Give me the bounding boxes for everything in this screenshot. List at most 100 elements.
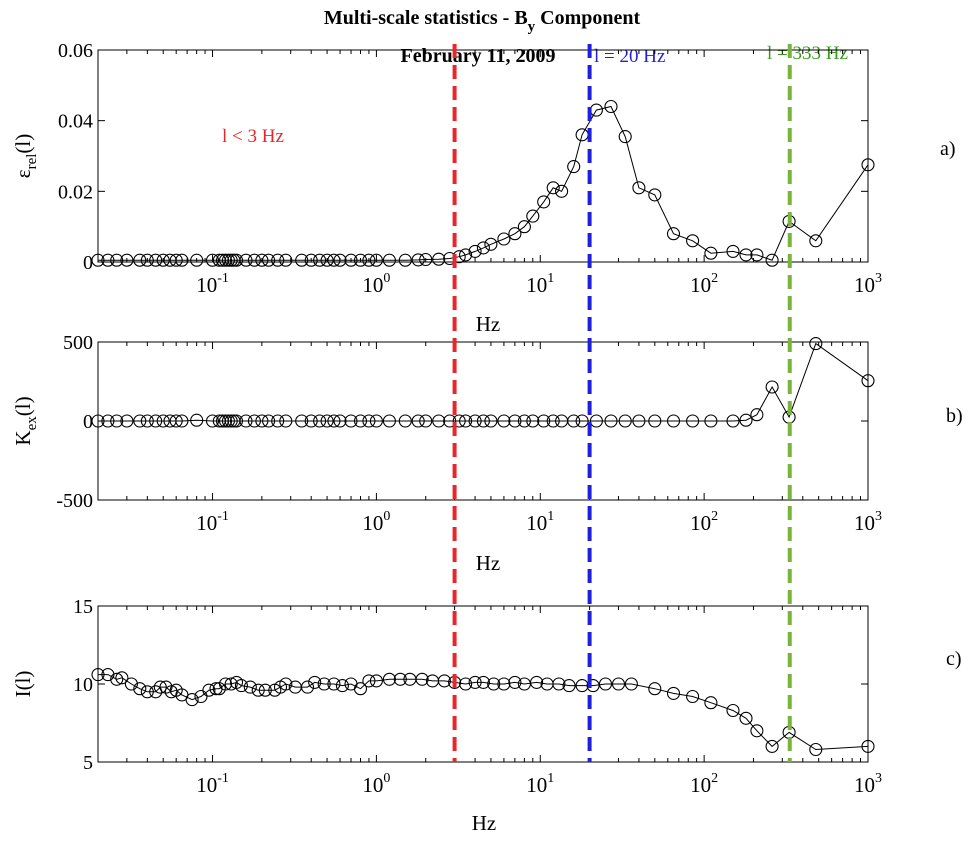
data-point	[526, 209, 540, 223]
x-tick-label: 100	[362, 771, 390, 797]
data-point	[618, 130, 632, 144]
data-point	[419, 414, 433, 428]
data-point	[279, 677, 293, 691]
data-point	[295, 253, 309, 267]
data-point	[398, 414, 412, 428]
data-point	[497, 232, 511, 246]
data-point	[411, 253, 425, 267]
data-point	[175, 414, 189, 428]
data-point	[686, 234, 700, 248]
data-point	[369, 414, 383, 428]
data-point	[243, 680, 257, 694]
data-point	[443, 414, 457, 428]
x-tick-base: 10	[526, 273, 547, 297]
figure-date: February 11, 2009	[401, 45, 556, 67]
data-point	[369, 674, 383, 688]
x-tick-label: 101	[526, 271, 554, 297]
y-tick-label: 15	[73, 596, 93, 618]
data-point	[369, 253, 383, 267]
data-point	[327, 414, 341, 428]
data-point	[484, 237, 498, 251]
data-point	[765, 739, 779, 753]
data-point	[468, 414, 482, 428]
x-tick-exponent: -1	[217, 509, 229, 524]
data-point	[459, 677, 473, 691]
x-tick-label: 100	[362, 509, 390, 535]
x-tick-base: 10	[526, 511, 547, 535]
x-tick-exponent: 2	[711, 271, 718, 286]
data-point	[333, 253, 347, 267]
data-point	[255, 253, 269, 267]
data-point	[586, 679, 600, 693]
data-point	[765, 253, 779, 267]
x-tick-exponent: -1	[217, 771, 229, 786]
data-point	[229, 414, 244, 428]
data-point	[239, 253, 253, 267]
data-point	[215, 253, 230, 267]
data-point	[313, 414, 327, 428]
data-point	[419, 252, 433, 267]
x-tick-label: 103	[854, 771, 882, 797]
x-tick-exponent: 2	[711, 509, 718, 524]
data-point	[739, 248, 753, 262]
data-point	[202, 683, 216, 697]
data-point	[809, 234, 823, 248]
data-point	[271, 253, 285, 267]
y-label-main: K	[11, 430, 35, 445]
x-tick-base: 10	[690, 273, 711, 297]
data-point	[632, 414, 646, 428]
data-point	[344, 253, 358, 267]
data-point	[133, 682, 147, 696]
y-axis-label: Kex(l)	[11, 396, 40, 445]
x-tick-label: 10-1	[196, 271, 229, 297]
data-point	[726, 244, 740, 258]
data-point	[120, 253, 134, 267]
y-label-sub: rel	[24, 154, 40, 170]
data-point	[185, 693, 199, 707]
data-point	[567, 160, 581, 174]
data-point	[497, 677, 511, 691]
data-point	[133, 414, 147, 428]
data-point	[484, 414, 498, 428]
data-point	[382, 253, 396, 267]
data-point	[362, 253, 376, 267]
y-tick-label: 0.06	[58, 40, 93, 62]
data-point	[398, 253, 412, 267]
data-point	[765, 380, 779, 394]
data-point	[459, 414, 473, 428]
data-point	[517, 220, 531, 234]
data-point	[555, 184, 569, 198]
data-point	[115, 671, 129, 685]
data-point	[224, 414, 238, 428]
x-tick-label: 101	[526, 771, 554, 797]
x-tick-label: 10-1	[196, 509, 229, 535]
axes-box	[97, 49, 869, 263]
data-point	[589, 414, 603, 428]
data-point	[320, 253, 334, 267]
data-point	[809, 337, 823, 351]
data-point	[362, 414, 376, 428]
data-point	[575, 414, 589, 428]
data-point	[537, 414, 551, 428]
data-point	[382, 672, 396, 686]
data-point	[353, 253, 368, 267]
y-axis-label: I(l)	[11, 671, 35, 698]
y-label-main: ε	[11, 169, 35, 178]
data-point	[604, 99, 618, 114]
data-point	[149, 253, 163, 267]
data-point	[194, 689, 208, 704]
data-point	[101, 414, 115, 428]
y-tick-label: 0	[83, 252, 93, 274]
data-point	[861, 158, 875, 172]
x-axis-label: Hz	[472, 811, 497, 835]
data-point	[517, 414, 531, 428]
data-point	[149, 414, 163, 428]
title-subscript: y	[528, 19, 536, 35]
data-point	[205, 253, 220, 267]
data-point	[234, 679, 248, 693]
series-line	[98, 105, 869, 261]
data-point	[229, 253, 244, 267]
data-point	[666, 686, 681, 700]
y-label-tail: (l)	[11, 396, 35, 416]
